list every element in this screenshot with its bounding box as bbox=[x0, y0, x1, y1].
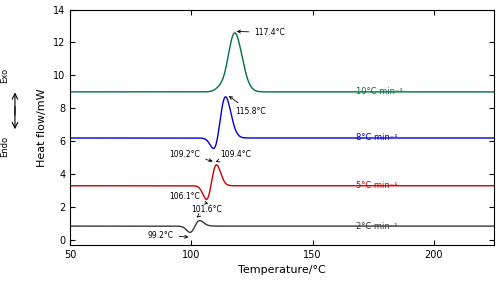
Text: 101.6°C: 101.6°C bbox=[192, 205, 222, 217]
Text: 117.4°C: 117.4°C bbox=[238, 28, 285, 37]
Text: 2°C min⁻¹: 2°C min⁻¹ bbox=[356, 223, 398, 232]
Text: 5°C min⁻¹: 5°C min⁻¹ bbox=[356, 181, 398, 190]
Y-axis label: Heat flow/mW: Heat flow/mW bbox=[38, 88, 48, 167]
Text: 99.2°C: 99.2°C bbox=[148, 231, 188, 240]
X-axis label: Temperature/°C: Temperature/°C bbox=[238, 266, 326, 275]
Text: 10°C min⁻¹: 10°C min⁻¹ bbox=[356, 87, 403, 96]
Text: Endo: Endo bbox=[0, 135, 9, 157]
Text: 106.1°C: 106.1°C bbox=[170, 192, 207, 204]
Text: 109.2°C: 109.2°C bbox=[170, 150, 212, 162]
Text: 109.4°C: 109.4°C bbox=[216, 150, 252, 162]
Text: 115.8°C: 115.8°C bbox=[230, 97, 266, 116]
Text: 8°C min⁻¹: 8°C min⁻¹ bbox=[356, 133, 398, 142]
Text: Exo: Exo bbox=[0, 68, 9, 83]
